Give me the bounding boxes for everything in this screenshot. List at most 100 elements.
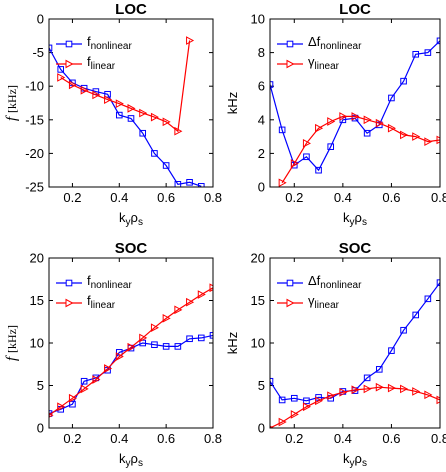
- data-point: [162, 162, 170, 169]
- y-tick-label: -10: [25, 79, 44, 94]
- legend: Δfnonlinear γlinear: [277, 273, 362, 311]
- data-point: [57, 73, 66, 82]
- y-tick-label: -5: [32, 45, 44, 60]
- legend-marker: [286, 59, 295, 69]
- x-tick-label: 0.6: [382, 190, 400, 205]
- chart-panel-2: LOC 0.2 0.4 0.6 0.8 0 2 4 6 8 10 Δfnonlinear γlinear…: [225, 1, 446, 228]
- y-tick-label: 8: [258, 45, 265, 60]
- data-point: [375, 118, 384, 128]
- x-tick-label: 0.4: [334, 190, 352, 205]
- data-point: [92, 90, 101, 100]
- data-point: [327, 143, 335, 150]
- series-fnonlinear: [49, 44, 205, 187]
- y-tick-label: 0: [258, 421, 265, 436]
- series-line: [270, 386, 440, 428]
- data-point: [150, 323, 159, 333]
- chart-title: SOC: [115, 240, 148, 257]
- legend-marker: [65, 298, 74, 308]
- data-point: [302, 402, 311, 412]
- series-flinear: [49, 283, 213, 418]
- data-point: [424, 49, 432, 56]
- data-point: [139, 108, 148, 118]
- data-point: [150, 112, 159, 122]
- legend-label: Δfnonlinear: [308, 273, 362, 291]
- data-point: [424, 137, 433, 146]
- data-point: [197, 290, 206, 299]
- y-tick-label: 10: [30, 336, 44, 351]
- data-point: [302, 138, 311, 148]
- series-line: [49, 287, 213, 416]
- x-axis-label: kyρs: [343, 210, 367, 228]
- y-tick-label: 5: [258, 378, 265, 393]
- data-point: [303, 153, 310, 161]
- x-tick-label: 0.4: [334, 431, 352, 446]
- data-point: [127, 342, 136, 352]
- legend-marker: [65, 40, 73, 48]
- data-point: [436, 279, 440, 286]
- data-point: [186, 297, 195, 307]
- legend-label: fnonlinear: [87, 273, 132, 291]
- data-point: [115, 352, 124, 361]
- data-point: [104, 364, 113, 373]
- data-point: [115, 111, 123, 119]
- y-tick-label: 0: [37, 421, 44, 436]
- data-point: [197, 183, 205, 187]
- axes-box: [48, 18, 214, 188]
- data-point: [278, 178, 287, 187]
- axes-box: [48, 257, 214, 429]
- y-tick-label: 10: [251, 12, 265, 27]
- data-point: [327, 391, 336, 401]
- data-point: [363, 115, 372, 125]
- data-point: [104, 90, 111, 98]
- data-point: [303, 397, 310, 405]
- y-axis-label: kHz: [225, 332, 240, 354]
- legend-label: Δfnonlinear: [308, 34, 362, 52]
- legend-label: γlinear: [308, 54, 340, 72]
- data-point: [315, 123, 324, 133]
- data-point: [104, 95, 113, 104]
- data-point: [80, 85, 89, 95]
- data-point: [412, 311, 420, 319]
- x-tick-label: 0.2: [285, 190, 303, 205]
- data-point: [278, 417, 287, 427]
- x-tick-label: 0.6: [157, 190, 175, 205]
- x-tick-label: 0.6: [157, 431, 175, 446]
- y-axis-label: f [kHz]: [4, 85, 20, 121]
- chart-title: LOC: [115, 1, 147, 18]
- x-tick-label: 0.8: [204, 190, 222, 205]
- data-point: [174, 181, 182, 187]
- x-tick-label: 0.6: [382, 431, 400, 446]
- data-point: [278, 396, 286, 404]
- series-flinear: [57, 36, 195, 136]
- data-point: [69, 400, 76, 408]
- data-point: [80, 384, 89, 394]
- data-point: [339, 387, 348, 397]
- data-point: [400, 130, 409, 140]
- x-tick-label: 0.8: [204, 431, 222, 446]
- data-point: [388, 347, 395, 354]
- data-point: [139, 129, 147, 137]
- data-point: [375, 382, 384, 392]
- data-point: [363, 374, 371, 382]
- series-line: [270, 282, 440, 402]
- y-tick-label: 10: [251, 336, 265, 351]
- data-point: [127, 104, 136, 113]
- data-point: [412, 387, 421, 396]
- series-Δfnonlinear: [270, 279, 440, 405]
- legend-label: fnonlinear: [87, 34, 132, 52]
- data-point: [424, 390, 433, 400]
- data-point: [127, 115, 135, 122]
- series-line: [49, 334, 213, 415]
- series-Δfnonlinear: [270, 37, 440, 174]
- y-tick-label: 4: [258, 112, 265, 127]
- axes-box: [269, 18, 441, 188]
- data-point: [315, 396, 324, 406]
- y-tick-label: 0: [37, 12, 44, 27]
- data-point: [290, 159, 299, 168]
- data-point: [436, 395, 440, 405]
- y-tick-label: 5: [37, 378, 44, 393]
- series-line: [60, 40, 191, 133]
- data-point: [412, 50, 420, 58]
- data-point: [162, 117, 171, 127]
